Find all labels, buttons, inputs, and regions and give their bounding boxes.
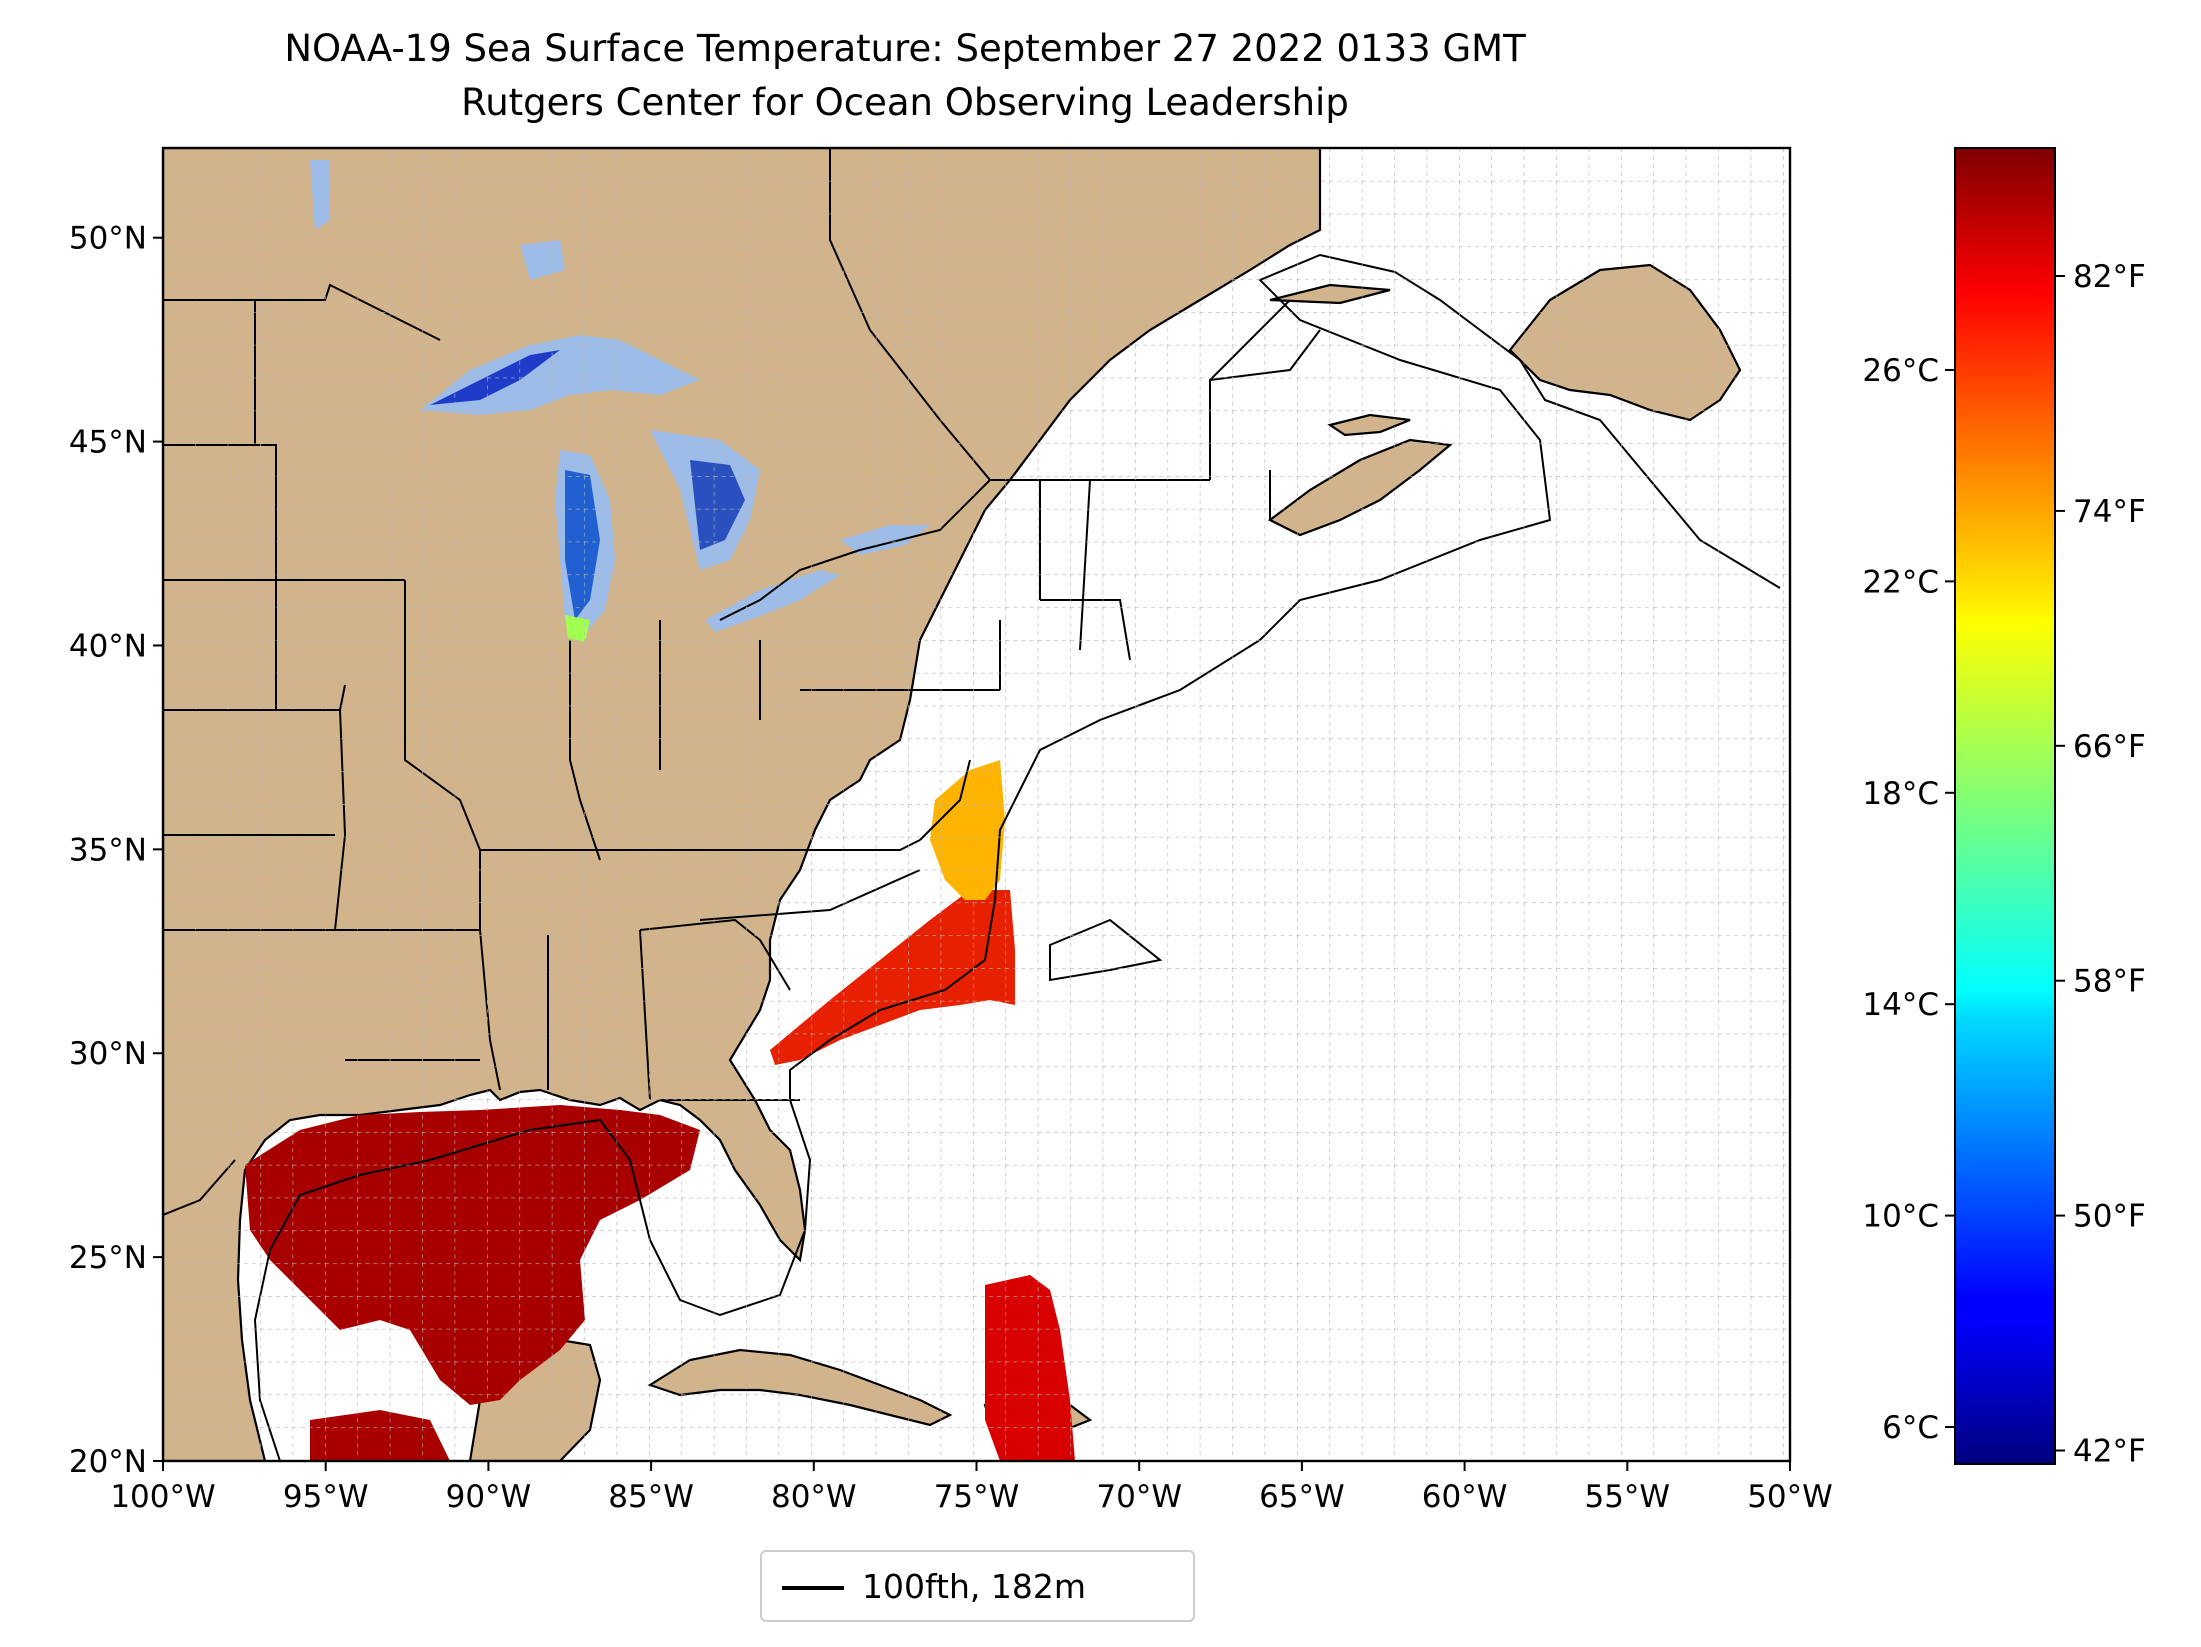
- y-tick-label: 45°N: [69, 425, 147, 461]
- x-tick-label: 70°W: [1096, 1479, 1182, 1515]
- celsius-tick-label: 26°C: [1862, 353, 1939, 389]
- map-area: [163, 148, 1790, 1461]
- fahrenheit-tick-label: 74°F: [2073, 494, 2146, 530]
- fahrenheit-tick-label: 66°F: [2073, 729, 2146, 765]
- celsius-tick-label: 6°C: [1882, 1410, 1939, 1446]
- chart-title: NOAA-19 Sea Surface Temperature: Septemb…: [284, 27, 1526, 70]
- y-tick-label: 40°N: [69, 628, 147, 664]
- celsius-tick-label: 14°C: [1862, 987, 1939, 1023]
- fahrenheit-tick-label: 50°F: [2073, 1199, 2146, 1235]
- chart-subtitle: Rutgers Center for Ocean Observing Leade…: [461, 81, 1349, 124]
- x-tick-label: 75°W: [934, 1479, 1020, 1515]
- x-tick-label: 90°W: [446, 1479, 532, 1515]
- x-tick-label: 60°W: [1422, 1479, 1508, 1515]
- colorbar: [1954, 147, 2056, 1465]
- x-tick-label: 65°W: [1259, 1479, 1345, 1515]
- celsius-tick-label: 22°C: [1862, 564, 1939, 600]
- legend-label: 100fth, 182m: [862, 1567, 1086, 1606]
- x-tick-label: 80°W: [771, 1479, 857, 1515]
- y-tick-label: 50°N: [69, 221, 147, 257]
- x-tick-label: 50°W: [1747, 1479, 1833, 1515]
- x-tick-label: 85°W: [608, 1479, 694, 1515]
- legend: 100fth, 182m: [760, 1550, 1195, 1622]
- colorbar-fahrenheit-ticks: 42°F 50°F 58°F 66°F 74°F 82°F: [2055, 259, 2146, 1469]
- y-tick-label: 20°N: [69, 1444, 147, 1480]
- x-axis: 100°W 95°W 90°W 85°W 80°W 75°W 70°W 65°W 60°W 55°…: [110, 1461, 1833, 1515]
- celsius-tick-label: 10°C: [1862, 1199, 1939, 1235]
- fahrenheit-tick-label: 58°F: [2073, 964, 2146, 1000]
- fahrenheit-tick-label: 82°F: [2073, 259, 2146, 295]
- y-axis: 20°N 25°N 30°N 35°N 40°N 45°N 50°N: [69, 221, 163, 1480]
- y-tick-label: 25°N: [69, 1240, 147, 1276]
- x-tick-label: 100°W: [110, 1479, 215, 1515]
- x-tick-label: 95°W: [283, 1479, 369, 1515]
- celsius-tick-label: 18°C: [1862, 776, 1939, 812]
- legend-line-swatch: [782, 1586, 844, 1590]
- x-tick-label: 55°W: [1584, 1479, 1670, 1515]
- gridlines: [163, 148, 1790, 1461]
- y-tick-label: 35°N: [69, 832, 147, 868]
- colorbar-celsius-ticks: 6°C 10°C 14°C 18°C 22°C 26°C: [1862, 353, 1955, 1446]
- fahrenheit-tick-label: 42°F: [2073, 1433, 2146, 1469]
- y-tick-label: 30°N: [69, 1036, 147, 1072]
